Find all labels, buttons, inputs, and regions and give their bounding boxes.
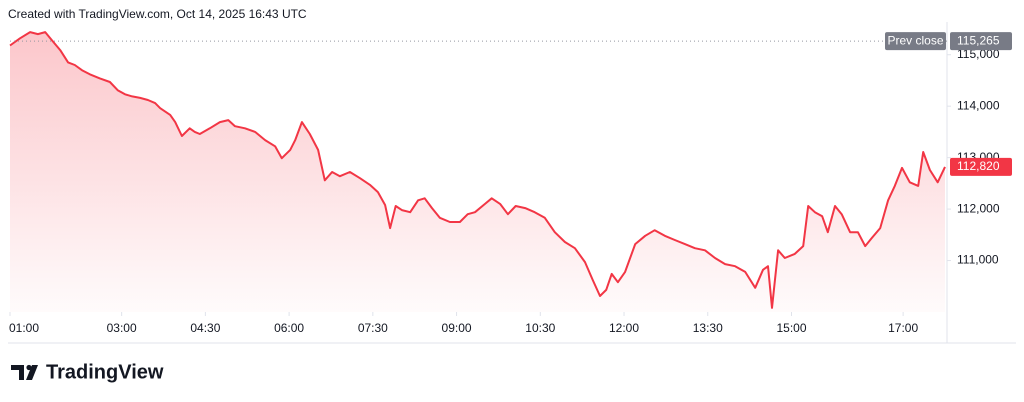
y-tick-label: 115,000 (957, 47, 1000, 61)
last-price-tag (950, 157, 1012, 176)
x-tick-label: 12:00 (609, 321, 639, 335)
logo-icon (26, 364, 32, 371)
x-tick-label: 17:00 (888, 321, 918, 335)
price-line (9, 31, 946, 309)
prev-close-name: Prev close (887, 33, 943, 47)
x-tick-label: 10:30 (525, 321, 555, 335)
x-tick-label: 07:30 (358, 321, 388, 335)
x-tick-label: 13:30 (693, 321, 723, 335)
last-price-label: 112,820 (957, 159, 1000, 173)
logo-text: TradingView (46, 361, 164, 383)
prev-close-tag (885, 32, 946, 51)
logo: TradingView (11, 361, 164, 383)
x-tick-label: 01:00 (9, 321, 39, 335)
y-tick-label: 112,000 (957, 201, 1000, 215)
prev-close-value: 115,265 (957, 33, 1000, 47)
y-tick-label: 111,000 (957, 253, 999, 267)
x-tick-label: 04:30 (190, 321, 220, 335)
x-tick-label: 06:00 (274, 321, 304, 335)
logo-icon (11, 365, 24, 380)
x-tick-label: 09:00 (442, 321, 472, 335)
x-tick-label: 15:00 (776, 321, 806, 335)
prev-close-value-tag (950, 32, 1012, 51)
area-fill (10, 32, 945, 312)
logo-icon (26, 365, 38, 380)
chart-title: Created with TradingView.com, Oct 14, 20… (8, 7, 307, 21)
x-tick-label: 03:00 (107, 321, 137, 335)
y-tick-label: 114,000 (957, 98, 1000, 112)
